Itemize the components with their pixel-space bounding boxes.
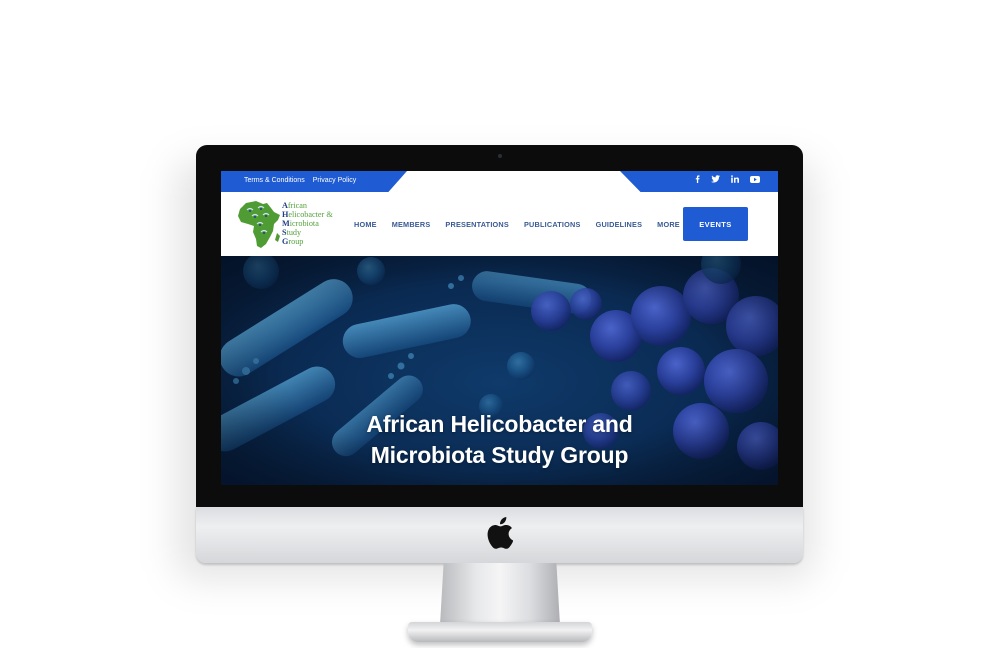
events-button[interactable]: EVENTS <box>683 207 748 241</box>
linkedin-icon[interactable] <box>731 175 739 183</box>
topbar-links: Terms & Conditions Privacy Policy <box>244 177 356 184</box>
website-screen: Terms & Conditions Privacy Policy <box>221 171 778 485</box>
twitter-icon[interactable] <box>711 175 720 183</box>
logo-word: roup <box>288 237 304 246</box>
main-navbar: African Helicobacter & Microbiota Study … <box>221 192 778 256</box>
logo-line: African <box>282 201 333 210</box>
logo-wordmark[interactable]: African Helicobacter & Microbiota Study … <box>282 201 333 246</box>
camera-dot <box>498 154 502 158</box>
terms-link[interactable]: Terms & Conditions <box>244 177 305 184</box>
imac-stand-neck <box>440 563 560 625</box>
topbar-left-band <box>221 171 407 192</box>
logo-initial: A <box>282 201 288 210</box>
africa-map-icon[interactable] <box>236 200 282 250</box>
social-links <box>695 175 760 183</box>
logo-line: Group <box>282 237 333 246</box>
logo-initial: S <box>282 228 287 237</box>
hero-banner: African Helicobacter and Microbiota Stud… <box>221 256 778 485</box>
hero-title: African Helicobacter and Microbiota Stud… <box>221 409 778 471</box>
logo-line: Helicobacter & <box>282 210 333 219</box>
topbar-right-band <box>620 171 778 192</box>
main-nav: HOME MEMBERS PRESENTATIONS PUBLICATIONS … <box>354 220 680 229</box>
nav-item-publications[interactable]: PUBLICATIONS <box>523 220 581 229</box>
logo-initial: G <box>282 237 289 246</box>
logo-line: Study <box>282 228 333 237</box>
nav-item-guidelines[interactable]: GUIDELINES <box>595 220 643 229</box>
logo-initial: H <box>282 210 289 219</box>
nav-item-more[interactable]: MORE <box>657 220 680 229</box>
nav-item-presentations[interactable]: PRESENTATIONS <box>445 220 509 229</box>
privacy-link[interactable]: Privacy Policy <box>312 177 357 184</box>
logo-word: frican <box>287 201 308 210</box>
microbiota-background-image <box>221 256 778 485</box>
logo-word: tudy <box>286 228 302 237</box>
logo-word: elicobacter & <box>288 210 333 219</box>
logo-initial: M <box>282 219 290 228</box>
nav-item-home[interactable]: HOME <box>354 220 377 229</box>
apple-logo-icon <box>487 517 513 549</box>
facebook-icon[interactable] <box>695 175 700 183</box>
logo-word: icrobiota <box>289 219 319 228</box>
youtube-icon[interactable] <box>750 175 760 183</box>
hero-title-line-2: Microbiota Study Group <box>370 442 629 468</box>
hero-title-line-1: African Helicobacter and <box>366 411 633 437</box>
logo-line: Microbiota <box>282 219 333 228</box>
nav-item-members[interactable]: MEMBERS <box>391 220 431 229</box>
top-bar: Terms & Conditions Privacy Policy <box>221 171 778 192</box>
imac-stand-base <box>408 622 592 642</box>
